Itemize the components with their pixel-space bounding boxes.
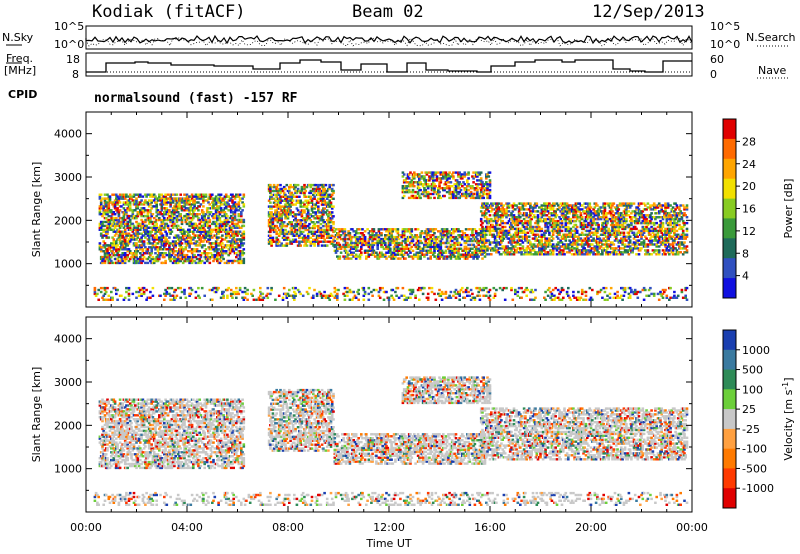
ytick-label: 1000 bbox=[54, 258, 82, 271]
x-axis-label: Time UT bbox=[365, 537, 411, 550]
ytick-label: 4000 bbox=[54, 128, 82, 141]
colorbar-tick-label: -25 bbox=[742, 423, 760, 436]
y-axis-label: Slant Range [km] bbox=[30, 162, 43, 258]
noise-tick-bottom-left: 10^0 bbox=[54, 38, 85, 51]
colorbar-swatch bbox=[723, 409, 736, 430]
nsearch-label: N.Search bbox=[746, 31, 796, 44]
nsearch-trace bbox=[85, 37, 693, 47]
cpid-label: CPID bbox=[8, 88, 38, 101]
colorbar-swatch bbox=[723, 349, 736, 371]
noise-tick-top-right: 10^5 bbox=[710, 20, 741, 33]
beam-title: Beam 02 bbox=[352, 2, 424, 22]
freq-unit-label: [MHz] bbox=[4, 64, 37, 77]
ytick-label: 3000 bbox=[54, 171, 82, 184]
ytick-label: 3000 bbox=[54, 376, 82, 389]
colorbar-swatch bbox=[723, 488, 736, 509]
colorbar-swatch bbox=[723, 138, 736, 160]
ytick-label: 4000 bbox=[54, 333, 82, 346]
ytick-label: 1000 bbox=[54, 463, 82, 476]
colorbar-swatch bbox=[723, 238, 736, 259]
colorbar-swatch bbox=[723, 468, 736, 489]
nave-tick-top: 60 bbox=[710, 53, 724, 66]
y-axis-label: Slant Range [km] bbox=[30, 367, 43, 463]
xtick-label: 16:00 bbox=[474, 521, 506, 534]
xtick-label: 00:00 bbox=[70, 521, 102, 534]
colorbar-swatch bbox=[723, 198, 736, 219]
velocity-panel: 1000 2000 3000 4000 Slant Range [km] 00:00 04:… bbox=[30, 316, 708, 550]
freq-tick-bottom: 8 bbox=[72, 68, 79, 81]
xtick-label: 08:00 bbox=[272, 521, 304, 534]
xtick-label: 04:00 bbox=[171, 521, 203, 534]
colorbar-swatch bbox=[723, 258, 736, 279]
xtick-label: 00:00 bbox=[676, 521, 708, 534]
colorbar-swatch bbox=[723, 330, 736, 351]
colorbar-tick-label: 16 bbox=[742, 203, 756, 216]
xtick-label: 20:00 bbox=[575, 521, 607, 534]
frequency-trace bbox=[86, 59, 692, 73]
station-title: Kodiak (fitACF) bbox=[92, 2, 246, 22]
freq-tick-top: 18 bbox=[66, 53, 80, 66]
noise-tick-bottom-right: 10^0 bbox=[710, 38, 741, 51]
date-title: 12/Sep/2013 bbox=[592, 2, 705, 22]
nave-label: Nave bbox=[758, 64, 787, 77]
colorbar-swatch bbox=[723, 119, 736, 140]
colorbar-swatch bbox=[723, 369, 736, 390]
colorbar-tick-label: 4 bbox=[742, 270, 749, 283]
colorbar-swatch bbox=[723, 158, 736, 180]
nave-tick-bottom: 0 bbox=[710, 68, 717, 81]
colorbar-swatch bbox=[723, 428, 736, 450]
ytick-label: 2000 bbox=[54, 214, 82, 227]
colorbar-swatch bbox=[723, 448, 736, 469]
colorbar-label: Velocity [m s-1] bbox=[781, 377, 795, 460]
xtick-label: 12:00 bbox=[373, 521, 405, 534]
colorbar-tick-label: 12 bbox=[742, 225, 756, 238]
colorbar-swatch bbox=[723, 178, 736, 200]
power-panel: 1000 2000 3000 4000 Slant Range [km] bbox=[30, 111, 693, 308]
colorbar-swatch bbox=[723, 218, 736, 239]
colorbar-tick-label: 100 bbox=[742, 383, 763, 396]
noise-tick-top-left: 10^5 bbox=[54, 20, 85, 33]
colorbar-label: Power [dB] bbox=[782, 179, 795, 239]
colorbar-tick-label: 24 bbox=[742, 158, 756, 171]
colorbar-tick-label: -100 bbox=[742, 443, 767, 456]
colorbar-tick-label: -1000 bbox=[742, 482, 774, 495]
cpid-text: normalsound (fast) -157 RF bbox=[94, 91, 298, 106]
colorbar-tick-label: 8 bbox=[742, 247, 749, 260]
colorbar-tick-label: 28 bbox=[742, 135, 756, 148]
colorbar-swatch bbox=[723, 389, 736, 410]
power-colorbar: 28 24 20 16 12 8 4 Power [dB] bbox=[722, 118, 795, 299]
colorbar-swatch bbox=[723, 278, 736, 299]
nsky-label: N.Sky bbox=[2, 31, 34, 44]
colorbar-tick-label: 25 bbox=[742, 403, 756, 416]
colorbar-tick-label: 500 bbox=[742, 364, 763, 377]
velocity-colorbar: 1000 500 100 25 -25 -100 -500 -1000 Velocity [m … bbox=[722, 329, 795, 509]
colorbar-tick-label: 20 bbox=[742, 180, 756, 193]
colorbar-tick-label: -500 bbox=[742, 462, 767, 475]
freq-label: Freq. bbox=[6, 52, 34, 65]
nsky-trace bbox=[85, 34, 693, 45]
ytick-label: 2000 bbox=[54, 419, 82, 432]
colorbar-tick-label: 1000 bbox=[742, 344, 770, 357]
